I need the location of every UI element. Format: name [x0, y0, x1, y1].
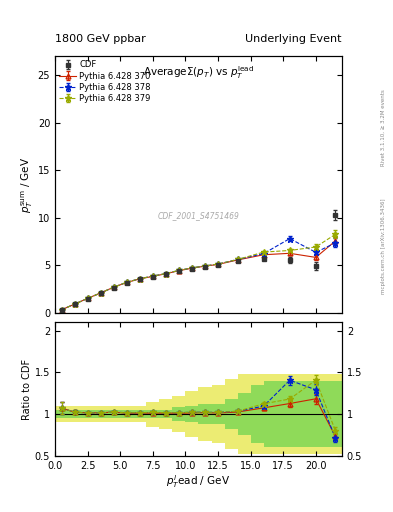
- Bar: [159, 399, 173, 429]
- Bar: [198, 388, 211, 441]
- Bar: [303, 381, 316, 447]
- Bar: [94, 406, 107, 422]
- Bar: [316, 374, 329, 454]
- Bar: [120, 410, 133, 418]
- Legend: CDF, Pythia 6.428 370, Pythia 6.428 378, Pythia 6.428 379: CDF, Pythia 6.428 370, Pythia 6.428 378,…: [57, 59, 152, 104]
- Bar: [277, 374, 290, 454]
- Bar: [251, 374, 264, 454]
- Bar: [173, 408, 185, 421]
- Bar: [290, 381, 303, 447]
- Bar: [224, 399, 238, 429]
- Bar: [264, 381, 277, 447]
- Bar: [251, 385, 264, 443]
- Bar: [120, 406, 133, 422]
- Bar: [94, 410, 107, 418]
- Text: Rivet 3.1.10, ≥ 3.2M events: Rivet 3.1.10, ≥ 3.2M events: [381, 90, 386, 166]
- Bar: [146, 401, 159, 426]
- Y-axis label: $p_T^\mathrm{sum}$ / GeV: $p_T^\mathrm{sum}$ / GeV: [20, 156, 35, 212]
- Text: Underlying Event: Underlying Event: [245, 33, 342, 44]
- Bar: [68, 410, 81, 418]
- Bar: [81, 406, 94, 422]
- Bar: [211, 404, 224, 424]
- Bar: [107, 406, 120, 422]
- X-axis label: $p_T^l$ead / GeV: $p_T^l$ead / GeV: [166, 473, 231, 490]
- Text: 1800 GeV ppbar: 1800 GeV ppbar: [55, 33, 146, 44]
- Text: mcplots.cern.ch [arXiv:1306.3436]: mcplots.cern.ch [arXiv:1306.3436]: [381, 198, 386, 293]
- Bar: [55, 406, 68, 422]
- Bar: [238, 374, 251, 454]
- Bar: [107, 410, 120, 418]
- Bar: [185, 391, 198, 437]
- Bar: [329, 381, 342, 447]
- Bar: [68, 406, 81, 422]
- Bar: [238, 393, 251, 435]
- Bar: [329, 374, 342, 454]
- Bar: [303, 374, 316, 454]
- Text: Average$\Sigma$($p_T$) vs $p_T^\mathrm{lead}$: Average$\Sigma$($p_T$) vs $p_T^\mathrm{l…: [143, 64, 254, 81]
- Bar: [211, 385, 224, 443]
- Bar: [146, 410, 159, 418]
- Bar: [133, 406, 146, 422]
- Bar: [55, 410, 68, 418]
- Bar: [224, 379, 238, 449]
- Bar: [173, 396, 185, 432]
- Bar: [198, 404, 211, 424]
- Bar: [81, 410, 94, 418]
- Text: CDF_2001_S4751469: CDF_2001_S4751469: [158, 211, 239, 220]
- Y-axis label: Ratio to CDF: Ratio to CDF: [22, 358, 32, 420]
- Bar: [316, 381, 329, 447]
- Bar: [133, 410, 146, 418]
- Bar: [277, 381, 290, 447]
- Bar: [290, 374, 303, 454]
- Bar: [159, 410, 173, 418]
- Bar: [185, 406, 198, 422]
- Bar: [264, 374, 277, 454]
